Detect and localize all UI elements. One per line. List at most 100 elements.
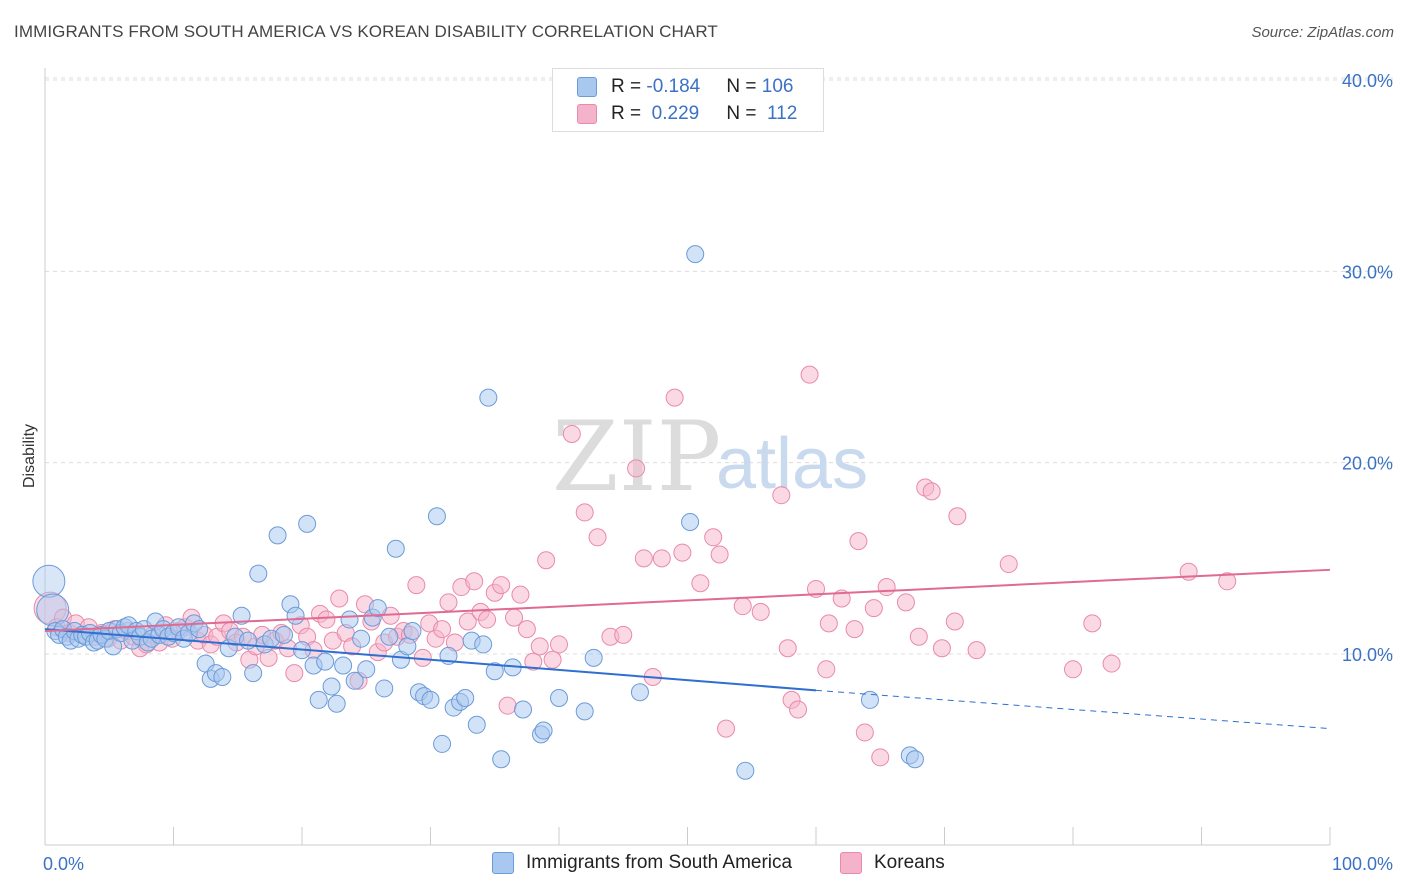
data-point-korean [458,612,477,631]
data-point-korean [524,652,543,671]
bottom-legend-swatch-pink [840,852,862,874]
data-point-korean [673,543,692,562]
data-point-immigrant [575,702,594,721]
data-point-immigrant [104,637,123,656]
data-point-korean [909,627,928,646]
data-point-immigrant [550,689,568,708]
data-point-korean [733,597,752,616]
data-point-immigrant [316,652,335,671]
data-point-immigrant [427,507,446,526]
chart-title: IMMIGRANTS FROM SOUTH AMERICA VS KOREAN … [14,22,718,41]
y-tick-label: 30.0% [1342,262,1393,282]
data-point-immigrant [334,656,353,675]
trend-line-koreans [44,568,1331,633]
data-point-immigrant [905,750,924,769]
data-point-immigrant [386,539,405,558]
data-point-immigrant [630,683,649,702]
bottom-legend-pink: Koreans [840,852,945,874]
data-point-immigrant [352,629,371,648]
data-point-korean [717,719,736,738]
data-point-korean [330,589,349,608]
data-point-korean [614,625,633,644]
data-point-korean [537,551,556,570]
data-point-immigrant [275,625,294,644]
y-tick-label: 10.0% [1342,645,1393,665]
y-tick-label: 40.0% [1342,71,1393,91]
x-tick-label: 100.0% [1332,854,1393,874]
data-point-immigrant [309,690,328,709]
data-point-korean [691,574,710,593]
data-point-immigrant [249,564,268,583]
data-point-korean [575,503,594,522]
data-point-korean [948,507,967,526]
tick-labels: 10.0% 20.0% 30.0% 40.0% 0.0% 100.0% [43,71,1393,874]
data-point-korean [433,620,452,639]
data-point-immigrant [375,679,394,698]
data-point-immigrant [736,761,755,780]
data-point-korean [562,424,581,443]
data-point-korean [819,614,838,633]
data-point-korean [1083,614,1102,633]
data-point-immigrant [322,677,341,696]
data-point-korean [932,639,951,658]
data-point-korean [465,572,484,591]
data-point-immigrant [380,627,399,646]
y-axis-label: Disability [21,424,38,488]
data-point-immigrant [681,512,700,531]
data-point-immigrant [244,664,263,683]
trend-line-immigrants [44,628,817,692]
data-point-korean [849,532,868,551]
data-point-immigrant [433,734,452,753]
data-point-korean [967,641,986,660]
legend-r-value: -0.184 [646,76,701,97]
legend-row-pink: R = 0.229 N = 112 [577,102,797,126]
data-point-korean [789,700,808,719]
bottom-legend-label-blue: Immigrants from South America [526,852,793,873]
data-point-korean [817,660,836,679]
data-point-immigrant [860,690,879,709]
bottom-legend-blue: Immigrants from South America [492,852,792,874]
data-point-immigrant [492,750,511,769]
data-point-korean [478,610,497,629]
data-point-korean [855,723,874,742]
bottom-legend-swatch-blue [492,852,514,874]
data-point-korean [845,620,864,639]
watermark-atlas: atlas [716,424,868,504]
legend-swatch-pink [577,104,597,124]
data-point-korean [285,664,304,683]
x-tick-label: 0.0% [43,854,84,874]
data-point-immigrant [398,637,417,656]
data-point-immigrant [232,606,251,625]
data-point-immigrant [340,610,359,629]
data-point-korean [896,593,915,612]
data-point-immigrant [474,635,493,654]
data-point-korean [922,482,941,501]
legend-r-value: 0.229 [646,103,700,124]
data-point-immigrant [686,245,705,264]
data-point-immigrant [368,599,387,618]
legend-swatch-blue [577,77,597,97]
data-point-korean [1064,660,1082,679]
data-point-immigrant [479,388,498,407]
data-point-korean [407,576,426,595]
data-point-korean [751,602,770,621]
series-immigrants-south-america [32,245,924,780]
data-point-korean [772,486,791,505]
legend-r-label: R = [611,103,647,124]
bottom-legend-label-pink: Koreans [874,852,945,873]
data-point-korean [439,593,458,612]
data-point-immigrant [268,526,287,545]
watermark: ZIP atlas [552,401,868,513]
data-point-korean [864,599,883,618]
data-point-immigrant [286,606,305,625]
data-point-immigrant [298,514,317,533]
legend: R = -0.184 N = 106 R = 0.229 N = 112 [552,68,824,132]
trend-lines [44,568,1331,730]
legend-row-blue: R = -0.184 N = 106 [577,75,793,99]
trend-line-immigrants-extrapolated [815,689,1331,730]
watermark-zip: ZIP [552,401,721,513]
data-point-immigrant [357,660,376,679]
data-point-korean [627,459,646,478]
legend-n-label: N = [726,103,762,124]
